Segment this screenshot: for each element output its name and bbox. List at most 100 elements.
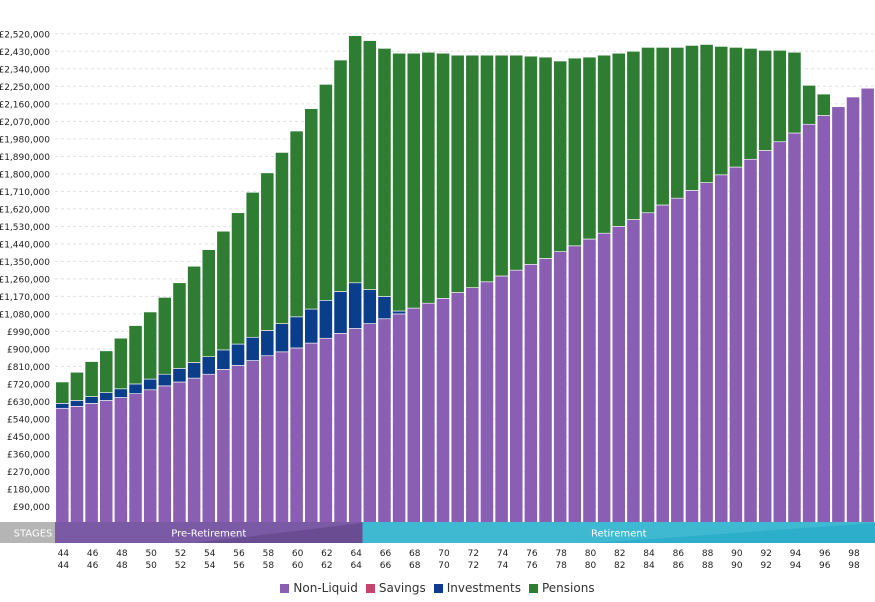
bar-segment-non-liquid[interactable] [510, 270, 523, 524]
bar-segment-pensions[interactable] [480, 55, 493, 282]
bar-segment-non-liquid[interactable] [568, 246, 581, 524]
bar-segment-pensions[interactable] [114, 338, 127, 389]
bar-segment-non-liquid[interactable] [349, 328, 362, 524]
bar-segment-non-liquid[interactable] [217, 369, 230, 524]
bar-segment-investments[interactable] [334, 292, 347, 334]
bar-segment-pensions[interactable] [495, 55, 508, 276]
bar-segment-pensions[interactable] [554, 61, 567, 252]
bar-segment-investments[interactable] [246, 337, 259, 360]
bar-segment-investments[interactable] [202, 357, 215, 375]
bar-segment-non-liquid[interactable] [393, 314, 406, 524]
bar-segment-pensions[interactable] [641, 47, 654, 212]
bar-segment-investments[interactable] [393, 311, 406, 314]
bar-segment-non-liquid[interactable] [56, 408, 69, 524]
bar-segment-pensions[interactable] [334, 60, 347, 291]
bar-segment-pensions[interactable] [144, 312, 157, 379]
bar-segment-non-liquid[interactable] [422, 303, 435, 524]
bar-segment-non-liquid[interactable] [671, 198, 684, 524]
bar-segment-non-liquid[interactable] [539, 258, 552, 524]
bar-segment-non-liquid[interactable] [173, 382, 186, 524]
bar-segment-non-liquid[interactable] [773, 142, 786, 524]
bar-segment-pensions[interactable] [436, 53, 449, 298]
bar-segment-pensions[interactable] [100, 351, 113, 393]
bar-segment-pensions[interactable] [817, 94, 830, 115]
bar-segment-non-liquid[interactable] [466, 288, 479, 524]
bar-segment-non-liquid[interactable] [261, 356, 274, 524]
bar-segment-investments[interactable] [114, 389, 127, 398]
bar-segment-pensions[interactable] [671, 47, 684, 198]
bar-segment-pensions[interactable] [729, 47, 742, 167]
bar-segment-pensions[interactable] [231, 213, 244, 344]
bar-segment-non-liquid[interactable] [144, 390, 157, 524]
bar-segment-pensions[interactable] [85, 362, 98, 397]
bar-segment-non-liquid[interactable] [685, 190, 698, 524]
bar-segment-pensions[interactable] [246, 192, 259, 337]
bar-segment-pensions[interactable] [290, 131, 303, 317]
bar-segment-pensions[interactable] [539, 57, 552, 258]
bar-segment-pensions[interactable] [158, 297, 171, 374]
bar-segment-pensions[interactable] [275, 152, 288, 323]
bar-segment-non-liquid[interactable] [319, 338, 332, 524]
bar-segment-investments[interactable] [305, 309, 318, 343]
bar-segment-non-liquid[interactable] [436, 298, 449, 524]
bar-segment-pensions[interactable] [422, 52, 435, 303]
bar-segment-non-liquid[interactable] [656, 205, 669, 524]
bar-segment-pensions[interactable] [363, 41, 376, 290]
bar-segment-non-liquid[interactable] [100, 400, 113, 524]
bar-segment-pensions[interactable] [656, 47, 669, 205]
bar-segment-non-liquid[interactable] [70, 406, 83, 524]
bar-segment-non-liquid[interactable] [334, 333, 347, 524]
bar-segment-investments[interactable] [144, 379, 157, 390]
bar-segment-non-liquid[interactable] [363, 324, 376, 524]
bar-segment-investments[interactable] [349, 283, 362, 329]
bar-segment-non-liquid[interactable] [231, 365, 244, 524]
bar-segment-non-liquid[interactable] [641, 213, 654, 524]
bar-segment-pensions[interactable] [773, 50, 786, 141]
bar-segment-pensions[interactable] [173, 283, 186, 369]
bar-segment-non-liquid[interactable] [700, 183, 713, 524]
bar-segment-pensions[interactable] [715, 46, 728, 174]
bar-segment-pensions[interactable] [407, 53, 420, 308]
bar-segment-non-liquid[interactable] [495, 276, 508, 524]
bar-segment-non-liquid[interactable] [158, 386, 171, 524]
bar-segment-non-liquid[interactable] [612, 226, 625, 524]
bar-segment-pensions[interactable] [700, 44, 713, 182]
bar-segment-pensions[interactable] [188, 266, 201, 362]
bar-segment-investments[interactable] [261, 330, 274, 355]
bar-segment-non-liquid[interactable] [627, 220, 640, 524]
bar-segment-non-liquid[interactable] [246, 361, 259, 524]
bar-segment-pensions[interactable] [685, 45, 698, 190]
bar-segment-pensions[interactable] [598, 55, 611, 233]
bar-segment-non-liquid[interactable] [759, 151, 772, 525]
bar-segment-investments[interactable] [319, 300, 332, 338]
bar-segment-non-liquid[interactable] [85, 403, 98, 524]
bar-segment-non-liquid[interactable] [188, 378, 201, 524]
bar-segment-pensions[interactable] [451, 55, 464, 292]
bar-segment-pensions[interactable] [568, 58, 581, 246]
bar-segment-non-liquid[interactable] [861, 88, 874, 524]
bar-segment-non-liquid[interactable] [729, 167, 742, 524]
bar-segment-pensions[interactable] [319, 84, 332, 300]
bar-segment-investments[interactable] [56, 403, 69, 408]
bar-segment-pensions[interactable] [612, 53, 625, 226]
bar-segment-investments[interactable] [173, 368, 186, 382]
bar-segment-non-liquid[interactable] [846, 97, 859, 524]
bar-segment-non-liquid[interactable] [129, 394, 142, 524]
bar-segment-non-liquid[interactable] [598, 233, 611, 524]
bar-segment-pensions[interactable] [56, 382, 69, 403]
bar-segment-investments[interactable] [275, 324, 288, 352]
bar-segment-pensions[interactable] [510, 55, 523, 270]
bar-segment-non-liquid[interactable] [524, 264, 537, 524]
bar-segment-non-liquid[interactable] [451, 293, 464, 524]
bar-segment-non-liquid[interactable] [305, 343, 318, 524]
bar-segment-investments[interactable] [100, 393, 113, 401]
bar-segment-non-liquid[interactable] [290, 348, 303, 524]
bar-segment-pensions[interactable] [627, 51, 640, 219]
legend-item-investments[interactable]: Investments [434, 581, 521, 595]
bar-segment-pensions[interactable] [261, 173, 274, 331]
bar-segment-non-liquid[interactable] [275, 352, 288, 524]
bar-segment-investments[interactable] [158, 374, 171, 386]
bar-segment-pensions[interactable] [70, 372, 83, 400]
bar-segment-non-liquid[interactable] [832, 107, 845, 524]
bar-segment-non-liquid[interactable] [114, 398, 127, 524]
